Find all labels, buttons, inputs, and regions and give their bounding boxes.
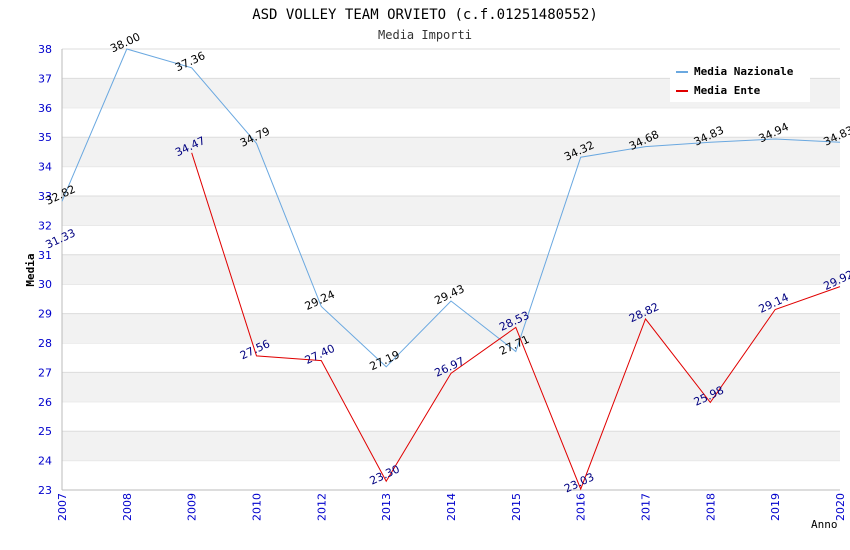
y-tick-label: 33 [38,190,52,203]
y-tick-label: 24 [38,455,52,468]
x-tick-label: 2014 [445,493,458,521]
y-tick-label: 29 [38,308,52,321]
x-axis-ticks: 2007 2008 2009 2010 2012 2013 2014 2015 2016 2017… [56,493,847,521]
x-tick-label: 2008 [121,493,134,521]
x-tick-label: 2013 [380,493,393,521]
x-tick-label: 2016 [575,493,588,521]
data-label-media-ente: 23.30 [368,462,402,487]
data-label-media-nazionale: 27.19 [368,348,402,373]
legend-label-media-ente: Media Ente [694,84,761,97]
grid-band [62,313,840,343]
y-tick-label: 27 [38,366,52,379]
grid-bands [62,48,840,462]
x-tick-label: 2018 [704,493,717,521]
y-tick-label: 32 [38,219,52,232]
x-tick-label: 2007 [56,493,69,521]
series-layer [61,48,841,491]
chart-title: ASD VOLLEY TEAM ORVIETO (c.f.01251480552… [252,7,598,23]
grid-band [62,431,840,461]
series-line-media-nazionale [61,48,841,368]
x-tick-label: 2020 [834,493,847,521]
x-tick-label: 2019 [769,493,782,521]
y-tick-label: 34 [38,161,52,174]
x-axis-label: Anno [811,518,838,531]
y-tick-label: 25 [38,425,52,438]
y-axis-label: Media [24,253,37,286]
legend-label-media-nazionale: Media Nazionale [694,65,794,78]
y-tick-label: 31 [38,249,52,262]
y-tick-label: 30 [38,278,52,291]
data-label-media-ente: 27.40 [303,342,337,367]
y-tick-label: 28 [38,337,52,350]
y-tick-label: 23 [38,484,52,497]
x-tick-label: 2009 [186,493,199,521]
data-label-media-nazionale: 29.43 [432,282,466,307]
legend: Media Nazionale Media Ente [670,60,810,102]
data-label-media-nazionale: 37.36 [173,49,207,74]
chart-subtitle: Media Importi [378,28,472,42]
grid-band [62,196,840,226]
x-tick-label: 2012 [315,493,328,521]
y-axis-ticks: 23 24 25 26 27 28 29 30 31 32 33 34 35 36 37 38 [38,43,52,497]
data-label-media-nazionale: 29.24 [303,288,337,313]
y-tick-label: 36 [38,102,52,115]
x-tick-label: 2017 [640,493,653,521]
x-tick-label: 2015 [510,493,523,521]
x-tick-label: 2010 [251,493,264,521]
data-label-media-ente: 23.03 [562,470,596,495]
y-tick-label: 37 [38,72,52,85]
y-tick-label: 38 [38,43,52,56]
y-tick-label: 26 [38,396,52,409]
series-line-media-ente [191,152,841,491]
legend-box [670,60,810,102]
grid-band [62,254,840,285]
grid-band [62,372,840,402]
y-tick-label: 35 [38,131,52,144]
